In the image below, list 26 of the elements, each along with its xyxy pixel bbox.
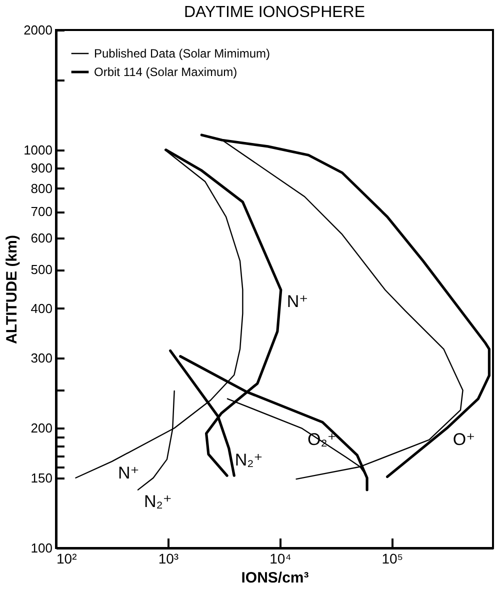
y-tick-label: 2000	[24, 22, 52, 38]
y-tick-label: 800	[30, 180, 52, 196]
annotation: N⁺	[118, 463, 140, 482]
y-tick-label: 600	[30, 230, 52, 246]
annotation: N₂⁺	[144, 492, 172, 511]
legend-label: Published Data (Solar Mimimum)	[94, 46, 270, 60]
legend-label: Orbit 114 (Solar Maximum)	[94, 65, 238, 79]
y-tick-label: 1000	[24, 142, 52, 158]
x-tick-label: 10⁵	[382, 550, 404, 566]
annotation: O⁺	[452, 430, 476, 450]
annotation: N₂⁺	[234, 450, 263, 470]
x-tick-label: 10²	[56, 550, 78, 566]
annotation: N⁺	[286, 292, 308, 311]
y-tick-label: 400	[30, 300, 52, 316]
y-tick-label: 100	[30, 540, 52, 556]
x-tick-label: 10⁴	[270, 550, 292, 566]
y-tick-label: 200	[30, 420, 52, 436]
x-axis-title: IONS/cm³	[241, 570, 309, 586]
chart-title: DAYTIME IONOSPHERE	[184, 4, 366, 21]
y-tick-label: 900	[30, 160, 52, 176]
y-tick-label: 500	[30, 262, 52, 278]
y-axis-title: ALTITUDE (km)	[4, 235, 21, 344]
x-tick-label: 10³	[158, 550, 179, 566]
y-tick-label: 700	[30, 204, 52, 220]
y-tick-label: 150	[30, 470, 52, 486]
y-tick-label: 300	[30, 350, 52, 366]
